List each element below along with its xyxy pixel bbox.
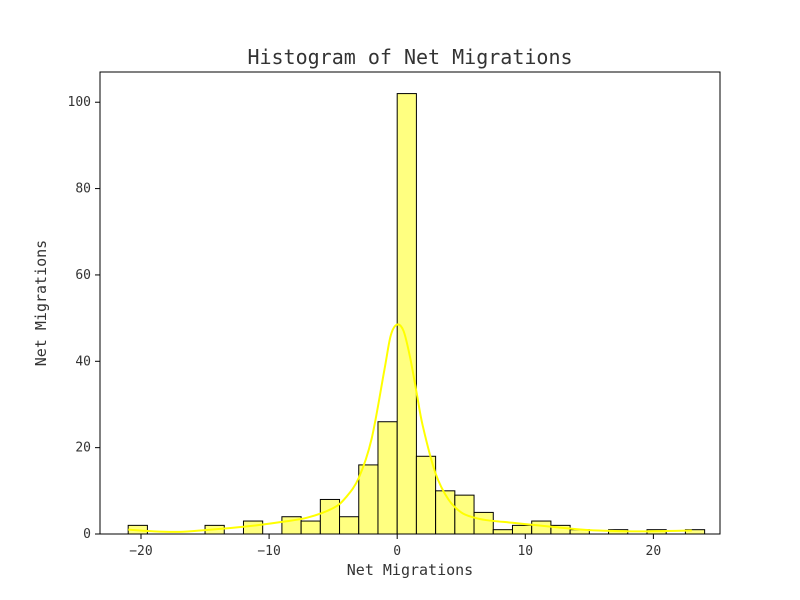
histogram-bars — [127, 93, 706, 535]
x-tick-label: −20 — [129, 544, 152, 559]
histogram-bar — [435, 490, 456, 535]
x-tick-label: 20 — [646, 544, 662, 559]
y-axis-label: Net Migrations — [32, 240, 50, 366]
y-axis-ticks: 0 20 40 60 80 100 — [68, 95, 100, 542]
histogram-bar — [511, 524, 533, 535]
histogram-bar — [339, 516, 360, 535]
histogram-bar — [319, 498, 341, 535]
y-tick-label: 20 — [75, 441, 91, 456]
plot-area-frame — [99, 71, 721, 535]
histogram-bar — [396, 93, 417, 535]
y-tick-label: 80 — [75, 182, 91, 197]
y-tick-label: 40 — [75, 354, 91, 369]
histogram-bar — [377, 421, 398, 535]
histogram-bar — [473, 511, 494, 535]
x-axis-ticks: −20 −10 0 10 20 — [129, 534, 661, 559]
histogram-bar — [531, 520, 552, 535]
y-tick-label: 0 — [83, 527, 91, 542]
x-tick-label: 10 — [517, 544, 533, 559]
histogram-bar — [492, 529, 513, 535]
chart-title: Histogram of Net Migrations — [247, 45, 572, 69]
y-tick-label: 60 — [75, 268, 91, 283]
kde-curve — [128, 323, 692, 533]
y-tick-label: 100 — [68, 95, 91, 110]
x-tick-label: −10 — [257, 544, 280, 559]
histogram-bar — [300, 520, 321, 535]
histogram-bar — [358, 464, 379, 535]
x-axis-label: Net Migrations — [347, 561, 473, 579]
x-tick-label: 0 — [393, 544, 401, 559]
histogram-bar — [242, 520, 264, 535]
